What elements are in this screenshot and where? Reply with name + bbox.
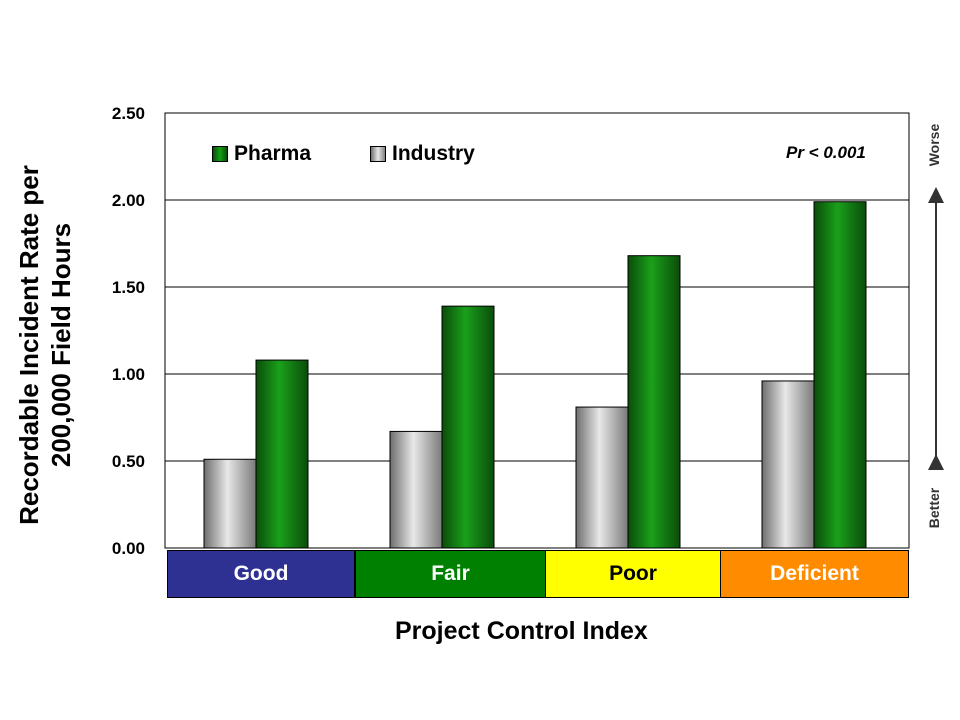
y-tick-label: 1.50 [112,278,145,297]
legend-label-industry: Industry [392,142,475,165]
y-tick-label: 1.00 [112,365,145,384]
bar-pharma-good [255,359,309,549]
bars [203,201,867,549]
bar-industry-fair [389,430,443,549]
y-tick-label: 2.00 [112,191,145,210]
y-tick-label: 0.00 [112,539,145,558]
bar-industry-good [203,458,257,549]
legend-swatch-pharma [212,146,228,162]
y-tick-label: 0.50 [112,452,145,471]
category-band-deficient: Deficient [720,550,909,598]
bar-industry-poor [575,406,629,549]
legend-swatch-industry [370,146,386,162]
bar-pharma-poor [627,255,681,549]
bar-pharma-deficient [813,201,867,549]
legend-item-pharma: Pharma [212,142,311,166]
better-label: Better [926,487,942,529]
significance-annotation: Pr < 0.001 [786,143,866,162]
legend-item-industry: Industry [370,142,475,166]
y-tick-label: 2.50 [112,104,145,123]
legend-label-pharma: Pharma [234,142,312,165]
worse-label: Worse [926,123,942,167]
y-tick-labels: 0.00 0.50 1.00 1.50 2.00 2.50 [112,104,145,558]
bar-pharma-fair [441,305,495,549]
category-band-poor: Poor [545,550,721,598]
bar-industry-deficient [761,380,815,549]
category-band-good: Good [167,550,355,598]
x-axis-label: Project Control Index [395,617,648,645]
category-band-fair: Fair [355,550,546,598]
